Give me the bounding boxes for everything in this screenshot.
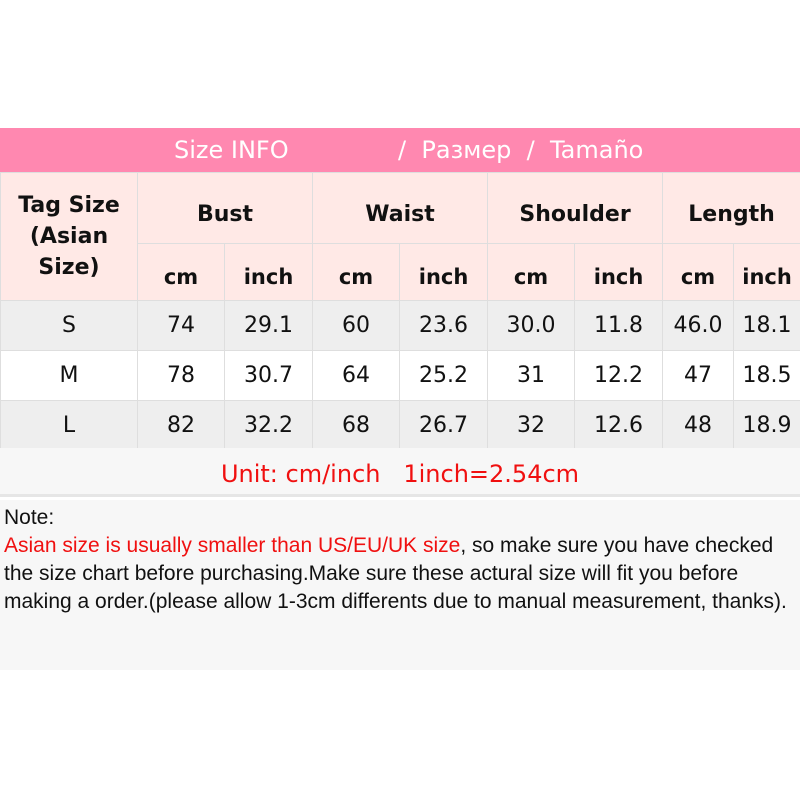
value-cell: 26.7 bbox=[399, 400, 489, 451]
value-cell: 23.6 bbox=[399, 300, 489, 351]
note: Note: Asian size is usually smaller than… bbox=[0, 500, 800, 670]
value-cell: 78 bbox=[137, 350, 225, 401]
size-cell: S bbox=[0, 300, 138, 351]
value-cell: 68 bbox=[312, 400, 401, 451]
unit-header: inch bbox=[574, 243, 664, 301]
table-row: M 78 30.7 64 25.2 31 12.2 47 18.5 bbox=[0, 350, 800, 401]
value-cell: 74 bbox=[137, 300, 225, 351]
table-row: S 74 29.1 60 23.6 30.0 11.8 46.0 18.1 bbox=[0, 300, 800, 351]
unit-header: inch bbox=[223, 243, 314, 301]
banner-translations: / Размер / Tamaño bbox=[398, 136, 644, 164]
value-cell: 11.8 bbox=[574, 300, 664, 351]
value-cell: 60 bbox=[312, 300, 401, 351]
banner-title: Size INFO bbox=[174, 136, 289, 164]
unit-header: cm bbox=[487, 243, 576, 301]
unit-header: cm bbox=[312, 243, 401, 301]
value-cell: 30.0 bbox=[487, 300, 576, 351]
unit-line: Unit: cm/inch 1inch=2.54cm bbox=[0, 448, 800, 497]
value-cell: 64 bbox=[312, 350, 401, 401]
value-cell: 32.2 bbox=[223, 400, 314, 451]
value-cell: 82 bbox=[137, 400, 225, 451]
size-cell: M bbox=[0, 350, 138, 401]
size-table: Tag Size (Asian Size) Bust Waist Shoulde… bbox=[0, 172, 800, 451]
size-cell: L bbox=[0, 400, 138, 451]
value-cell: 18.5 bbox=[733, 350, 800, 401]
unit-header: cm bbox=[662, 243, 735, 301]
value-cell: 47 bbox=[662, 350, 735, 401]
unit-header: inch bbox=[733, 243, 800, 301]
group-header: Bust bbox=[136, 172, 314, 244]
note-highlight: Asian size is usually smaller than US/EU… bbox=[4, 534, 461, 557]
value-cell: 12.2 bbox=[574, 350, 664, 401]
value-cell: 18.1 bbox=[733, 300, 800, 351]
size-info-banner: Size INFO / Размер / Tamaño bbox=[0, 128, 800, 172]
value-cell: 25.2 bbox=[399, 350, 489, 401]
value-cell: 31 bbox=[487, 350, 576, 401]
group-header: Shoulder bbox=[487, 172, 664, 244]
note-body: Asian size is usually smaller than US/EU… bbox=[4, 532, 796, 616]
unit-header: cm bbox=[137, 243, 225, 301]
group-header: Length bbox=[662, 172, 800, 244]
value-cell: 29.1 bbox=[223, 300, 314, 351]
value-cell: 12.6 bbox=[574, 400, 664, 451]
value-cell: 48 bbox=[662, 400, 735, 451]
value-cell: 46.0 bbox=[662, 300, 735, 351]
value-cell: 18.9 bbox=[733, 400, 800, 451]
unit-header: inch bbox=[399, 243, 489, 301]
value-cell: 30.7 bbox=[223, 350, 314, 401]
value-cell: 32 bbox=[487, 400, 576, 451]
tag-size-header: Tag Size (Asian Size) bbox=[0, 172, 138, 301]
note-label: Note: bbox=[4, 506, 55, 529]
note-rest: , so make sure you have checked the size… bbox=[4, 534, 787, 613]
table-row: L 82 32.2 68 26.7 32 12.6 48 18.9 bbox=[0, 400, 800, 451]
group-header: Waist bbox=[312, 172, 489, 244]
